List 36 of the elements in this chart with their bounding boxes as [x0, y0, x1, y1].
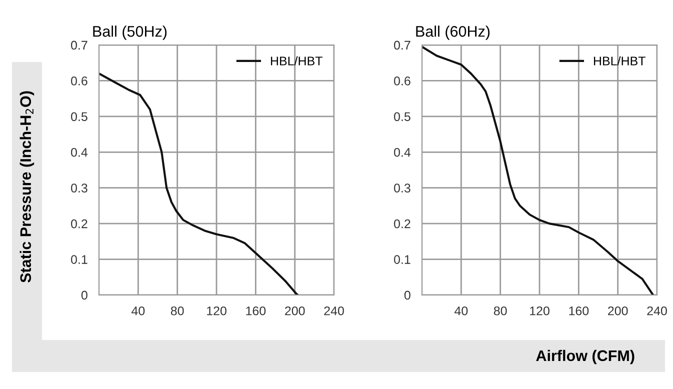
y-tick-label: 0.3: [71, 184, 88, 193]
x-tick-label: 80: [170, 306, 184, 316]
x-tick-label: 200: [285, 306, 305, 316]
y-tick-label: 0.1: [71, 255, 88, 264]
legend-label: HBL/HBT: [270, 56, 322, 66]
x-tick-label: 240: [324, 306, 344, 316]
line-series: [422, 46, 654, 295]
legend-label: HBL/HBT: [594, 56, 646, 66]
x-tick-label: 240: [647, 306, 667, 316]
line-series: [99, 72, 299, 295]
y-tick-label: 0.2: [394, 219, 410, 228]
chart-title: Ball (60Hz): [416, 26, 490, 40]
y-tick-label: 0.4: [394, 148, 411, 157]
x-tick-label: 120: [530, 306, 550, 316]
x-tick-label: 40: [454, 306, 468, 316]
y-tick-label: 0.7: [71, 40, 88, 50]
y-tick-label: 0.6: [71, 76, 88, 86]
y-tick-label: 0.7: [394, 40, 410, 50]
y-tick-label: 0.1: [394, 255, 410, 264]
chart-title: Ball (50Hz): [93, 26, 167, 40]
x-tick-label: 200: [608, 306, 628, 316]
x-axis-title: Airflow (CFM): [536, 350, 634, 364]
y-tick-label: 0: [81, 290, 88, 300]
y-tick-label: 0.4: [71, 148, 88, 157]
x-tick-label: 160: [246, 306, 266, 316]
y-tick-label: 0.6: [394, 76, 410, 86]
y-tick-label: 0.3: [394, 184, 410, 193]
x-tick-label: 80: [494, 306, 507, 316]
y-tick-label: 0.5: [394, 112, 410, 122]
x-tick-label: 40: [132, 306, 145, 316]
y-tick-label: 0.2: [71, 219, 88, 228]
y-axis-title: Static Pressure (Inch-H$_{2}$O): [20, 91, 34, 283]
x-tick-label: 160: [569, 306, 589, 316]
y-tick-label: 0.5: [71, 112, 88, 122]
x-tick-label: 120: [207, 306, 226, 316]
y-tick-label: 0: [404, 290, 410, 300]
